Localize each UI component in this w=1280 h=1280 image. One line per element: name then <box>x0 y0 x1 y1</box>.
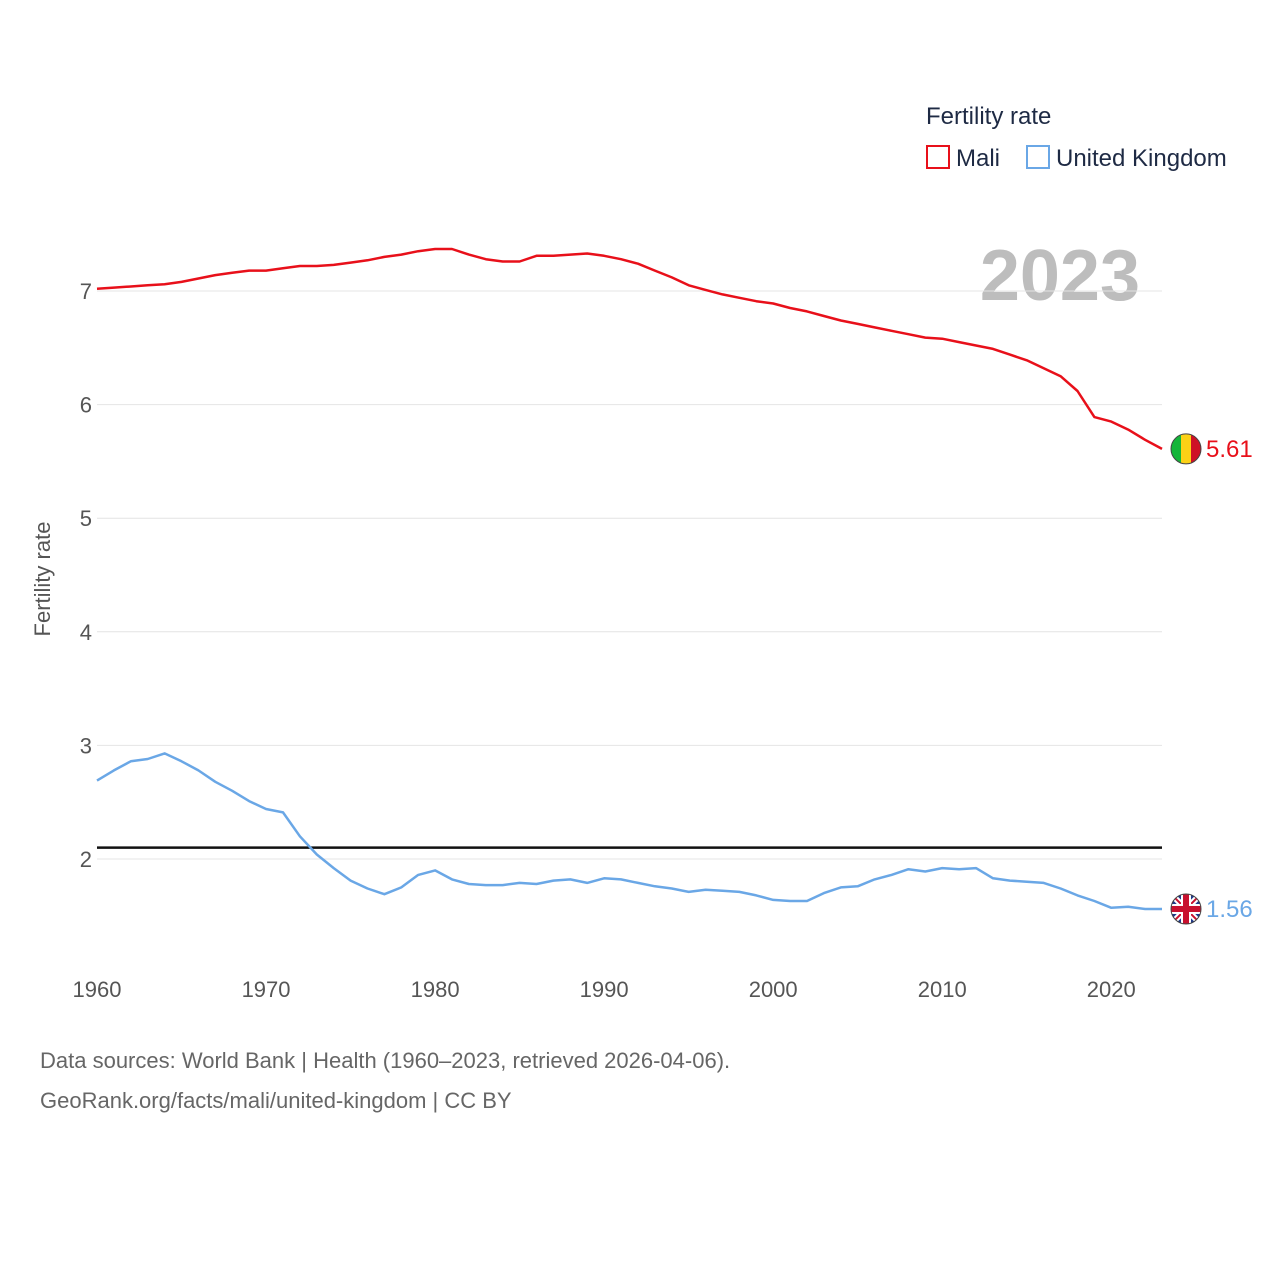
legend-swatch-united-kingdom[interactable] <box>1026 145 1050 169</box>
x-tick-label: 1970 <box>242 977 291 1002</box>
y-tick-label: 4 <box>80 620 92 645</box>
y-tick-label: 3 <box>80 733 92 758</box>
credit-link-text[interactable]: GeoRank.org/facts/mali/united-kingdom | … <box>40 1088 512 1113</box>
mali-end-marker: 5.61 <box>1170 433 1253 465</box>
series-line-united-kingdom[interactable] <box>96 752 1162 911</box>
data-source-text: Data sources: World Bank | Health (1960–… <box>40 1048 730 1073</box>
x-tick-label: 1980 <box>411 977 460 1002</box>
y-tick-label: 6 <box>80 393 92 418</box>
series-lines <box>96 247 1163 911</box>
x-tick-label: 1990 <box>580 977 629 1002</box>
legend-title: Fertility rate <box>926 103 1051 130</box>
x-tick-labels: 1960 1970 1980 1990 2000 2010 2020 <box>73 977 1136 1002</box>
uk-end-marker: 1.56 <box>1170 893 1253 925</box>
uk-flag-icon <box>1170 893 1202 925</box>
y-tick-labels: 2 3 4 5 6 7 <box>80 279 92 872</box>
legend-swatch-mali[interactable] <box>926 145 950 169</box>
y-axis-title: Fertility rate <box>30 522 55 637</box>
uk-end-label: 1.56 <box>1206 896 1253 923</box>
legend-label-mali[interactable]: Mali <box>956 145 1000 172</box>
year-watermark: 2023 <box>980 236 1140 316</box>
x-tick-label: 1960 <box>73 977 122 1002</box>
mali-flag-icon <box>1170 433 1202 465</box>
x-tick-label: 2020 <box>1087 977 1136 1002</box>
gridlines <box>97 290 1162 860</box>
y-tick-label: 5 <box>80 506 92 531</box>
x-tick-label: 2010 <box>918 977 967 1002</box>
y-tick-label: 2 <box>80 847 92 872</box>
legend-label-united-kingdom[interactable]: United Kingdom <box>1056 145 1227 172</box>
mali-end-label: 5.61 <box>1206 436 1253 463</box>
y-tick-label: 7 <box>80 279 92 304</box>
x-tick-label: 2000 <box>749 977 798 1002</box>
series-line-mali[interactable] <box>96 247 1163 451</box>
legend: Fertility rate Mali United Kingdom <box>926 103 1227 172</box>
